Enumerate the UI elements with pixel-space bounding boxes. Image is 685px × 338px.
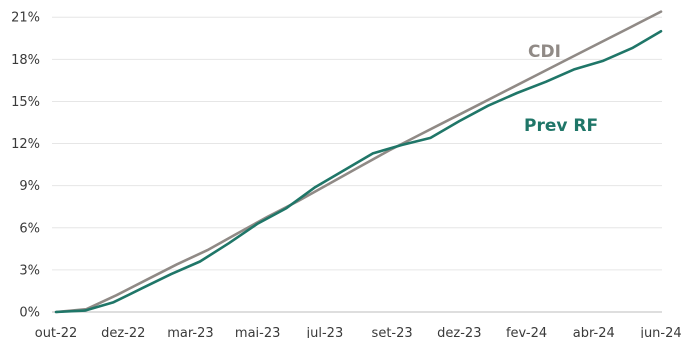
y-axis: 0% 3% 6% 9% 12% 15% 18% 21% [11, 11, 40, 321]
gridlines [52, 16, 662, 313]
x-tick-label: out-22 [35, 326, 78, 338]
series-line-cdi [54, 10, 663, 314]
y-tick-label: 15% [11, 95, 40, 110]
y-tick-label: 0% [19, 306, 40, 321]
y-tick-label: 12% [11, 137, 40, 152]
y-tick-label: 9% [19, 179, 40, 194]
series-line-prev-rf [54, 29, 663, 314]
x-tick-label: jul-23 [306, 326, 344, 338]
y-tick-label: 6% [19, 221, 40, 236]
y-tick-label: 18% [11, 53, 40, 68]
x-tick-label: mar-23 [167, 326, 213, 338]
x-axis: out-22 dez-22 mar-23 mai-23 jul-23 set-23 dez-… [35, 326, 682, 338]
x-tick-label: mai-23 [235, 326, 280, 338]
series-group [54, 10, 663, 314]
x-tick-label: abr-24 [573, 326, 615, 338]
y-tick-label: 3% [19, 263, 40, 278]
x-tick-label: fev-24 [506, 326, 547, 338]
x-tick-label: jun-24 [639, 326, 681, 338]
y-tick-label: 21% [11, 11, 40, 26]
x-tick-label: set-23 [372, 326, 413, 338]
series-label-prev-rf: Prev RF [524, 116, 598, 136]
x-tick-label: dez-22 [101, 326, 145, 338]
x-tick-label: dez-23 [437, 326, 481, 338]
series-label-cdi: CDI [528, 42, 561, 62]
